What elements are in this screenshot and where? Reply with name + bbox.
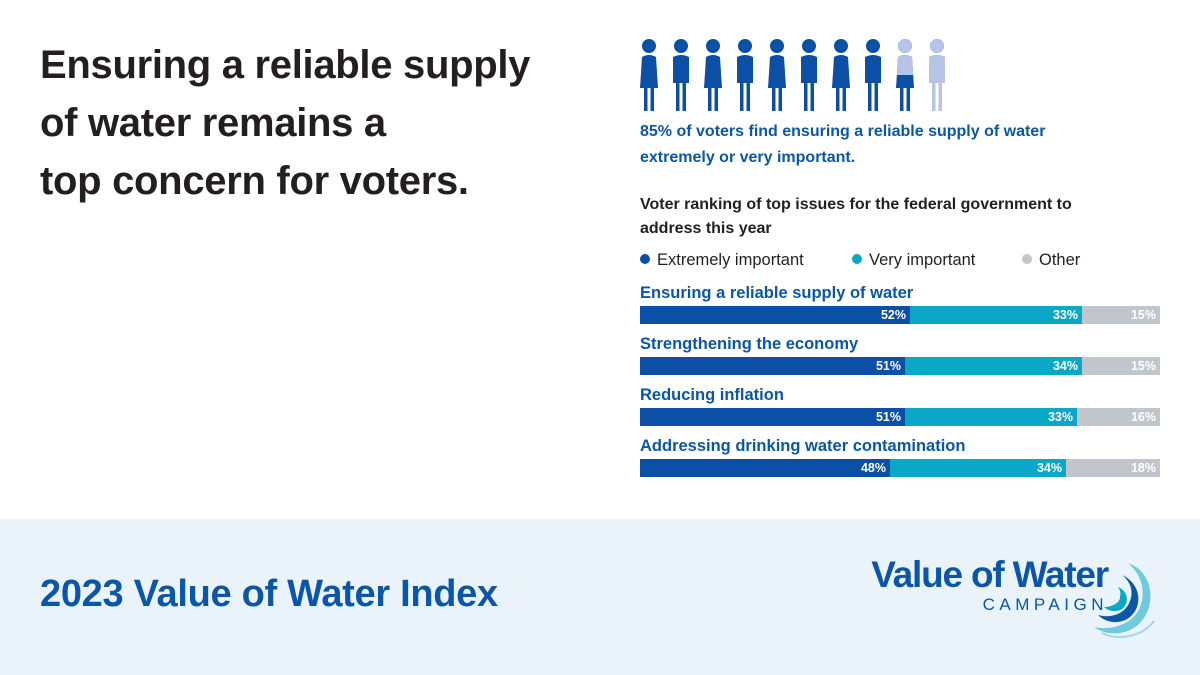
chart-title-line: address this year [640,220,772,237]
data-label: 16% [1130,410,1156,424]
stat-line: extremely or very important. [640,149,856,166]
data-label: 51% [875,410,901,424]
legend-item: Other [1022,249,1080,271]
bar-track: 52% 33% 15% [640,306,1160,324]
bar-segment: 51% [640,408,905,426]
logo-subtitle: CAMPAIGN [982,595,1108,614]
bar-segment: 48% [640,459,890,477]
person-icon [640,39,658,111]
headline-line: top concern for voters. [40,159,469,203]
chart-legend: Extremely important Very important Other [640,249,1160,271]
bar-row: Reducing inflation 51% 33% 16% [640,384,1160,426]
legend-dot-icon [1022,254,1032,264]
legend-label: Extremely important [657,251,804,269]
data-label: 15% [1130,359,1156,373]
water-swirl-icon [1094,563,1155,638]
bar-row: Addressing drinking water contamination 4… [640,435,1160,477]
bar-segment: 18% [1066,459,1160,477]
data-label: 51% [875,359,901,373]
bar-segment: 34% [890,459,1066,477]
bar-segment: 15% [1082,306,1160,324]
legend-item: Extremely important [640,249,804,271]
bar-segment: 52% [640,306,910,324]
stacked-bar-chart: Ensuring a reliable supply of water 52% 33… [640,282,1160,482]
data-label: 33% [1047,410,1073,424]
category-label: Ensuring a reliable supply of water [640,284,914,302]
legend-label: Other [1039,251,1081,269]
bar-segment: 15% [1082,357,1160,375]
data-label: 48% [860,461,886,475]
bar-segment: 33% [905,408,1077,426]
data-label: 33% [1052,308,1078,322]
footer-band: 2023 Value of Water Index Value of Water… [0,519,1200,675]
bar-segment: 33% [910,306,1082,324]
data-label: 34% [1052,359,1078,373]
bar-segment: 16% [1077,408,1160,426]
person-icon [832,39,850,111]
category-label: Strengthening the economy [640,335,859,353]
person-icon [673,39,689,111]
legend-dot-icon [640,254,650,264]
value-of-water-logo: Value of Water CAMPAIGN [838,553,1168,643]
person-icon [737,39,753,111]
stat-callout: 85% of voters find ensuring a reliable s… [640,119,1160,171]
person-icon [896,39,914,111]
logo-wordmark: Value of Water [871,554,1109,595]
legend-item: Very important [852,249,975,271]
data-label: 52% [880,308,906,322]
category-label: Addressing drinking water contamination [640,437,966,455]
legend-label: Very important [869,251,976,269]
person-icon [801,39,817,111]
person-icon [704,39,722,111]
category-label: Reducing inflation [640,386,784,404]
bar-row: Strengthening the economy 51% 34% 15% [640,333,1160,375]
data-label: 34% [1036,461,1062,475]
person-icon [865,39,881,111]
bar-track: 51% 34% 15% [640,357,1160,375]
footer-title: 2023 Value of Water Index [40,573,498,615]
bar-segment: 34% [905,357,1082,375]
voter-icons [637,38,957,114]
bar-segment: 51% [640,357,905,375]
data-label: 15% [1130,308,1156,322]
stat-line: 85% of voters find ensuring a reliable s… [640,123,1046,140]
bar-row: Ensuring a reliable supply of water 52% 33… [640,282,1160,324]
chart-title-line: Voter ranking of top issues for the fede… [640,196,1072,213]
bar-track: 51% 33% 16% [640,408,1160,426]
bar-track: 48% 34% 18% [640,459,1160,477]
person-icon [929,39,945,111]
headline-line: of water remains a [40,101,386,145]
chart-title: Voter ranking of top issues for the fede… [640,193,1160,241]
headline-line: Ensuring a reliable supply [40,43,531,87]
data-label: 18% [1130,461,1156,475]
headline: Ensuring a reliable supply of water rema… [40,36,600,210]
legend-dot-icon [852,254,862,264]
person-icon [768,39,786,111]
